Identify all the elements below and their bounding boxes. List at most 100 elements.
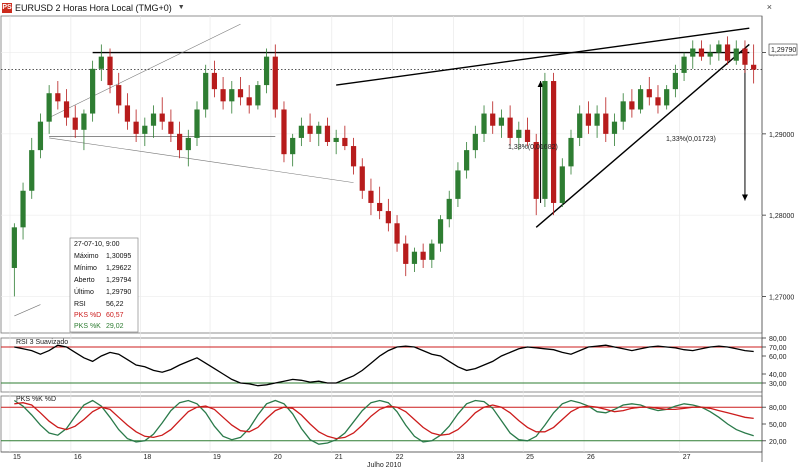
x-tick-label: 19 — [213, 454, 221, 461]
candle-body — [490, 113, 496, 126]
candle-body — [72, 117, 78, 130]
y-tick-label: 1,27000 — [769, 294, 794, 301]
close-icon[interactable]: × — [766, 2, 772, 12]
candle-body — [568, 137, 574, 167]
candle — [124, 93, 131, 130]
candle-body — [724, 44, 731, 61]
x-tick-label: 18 — [143, 454, 151, 461]
candle-body — [585, 113, 592, 126]
candle-body — [324, 125, 331, 142]
candle — [446, 190, 452, 228]
info-value: 29,02 — [106, 323, 124, 330]
candle — [342, 125, 348, 151]
info-value: 60,57 — [106, 312, 124, 319]
candle-body — [437, 219, 444, 244]
candle-body — [742, 48, 748, 65]
info-label: PKS %K — [74, 323, 101, 330]
candle — [176, 121, 183, 159]
candles — [11, 36, 757, 297]
candle-body — [507, 117, 513, 138]
candle — [681, 52, 687, 82]
candle-body — [142, 125, 148, 134]
candle — [385, 198, 391, 232]
candle — [46, 85, 52, 134]
candle-body — [403, 243, 409, 264]
candle — [359, 158, 365, 199]
candle-body — [629, 101, 635, 110]
y-tick-label: 60,00 — [769, 354, 787, 361]
title-area: PS EURUSD 2 Horas Hora Local (TMG+0) ▼ — [2, 2, 185, 14]
candle-body — [472, 133, 478, 151]
candle — [507, 105, 513, 147]
candle — [411, 247, 418, 273]
measure-label-left: 1,33%(0,01682) — [508, 144, 558, 151]
x-tick-label: 25 — [526, 454, 534, 461]
info-value: 1,29794 — [106, 277, 131, 284]
candle-body — [290, 137, 296, 155]
info-value: 56,22 — [106, 301, 124, 308]
candle-body — [168, 121, 174, 134]
candle — [568, 129, 574, 175]
candle-body — [698, 48, 705, 57]
candle — [585, 101, 592, 134]
candle-body — [446, 198, 452, 220]
candle-body — [333, 137, 339, 142]
candle-body — [298, 125, 304, 138]
axis-labels: 1,29790 Julho 2010 RSI 3 Suavizado PKS %… — [16, 43, 798, 469]
candle — [255, 81, 261, 110]
candle-body — [150, 113, 157, 126]
candle-body — [620, 101, 626, 122]
y-tick-label: 80,00 — [769, 405, 787, 412]
dropdown-icon[interactable]: ▼ — [177, 4, 185, 11]
candle — [429, 239, 435, 268]
candle-body — [716, 44, 722, 53]
candle — [751, 44, 757, 84]
last-price-box — [768, 43, 798, 56]
candle-body — [690, 48, 696, 57]
candle-body — [307, 125, 313, 134]
candle-body — [116, 85, 122, 106]
info-label: Último — [74, 287, 94, 296]
candle-body — [655, 97, 661, 106]
y-tick-label: 1,29000 — [769, 132, 794, 139]
candle — [733, 40, 739, 65]
candle — [37, 113, 44, 159]
candle-body — [316, 125, 322, 134]
candle — [324, 117, 331, 147]
candle-body — [350, 146, 357, 167]
candle-body — [481, 113, 487, 134]
candle — [211, 60, 218, 98]
candle-body — [133, 121, 139, 134]
candle — [646, 76, 652, 106]
candle-body — [194, 109, 200, 138]
x-tick-label: 22 — [396, 454, 404, 461]
info-value: 1,30095 — [106, 253, 131, 260]
y-tick-label: 50,00 — [769, 422, 787, 429]
candle-body — [176, 133, 183, 151]
pks-panel — [1, 399, 762, 445]
candle-body — [368, 190, 374, 203]
candle-body — [672, 72, 678, 90]
candle — [559, 158, 565, 208]
rsi-title: RSI 3 Suavizado — [16, 339, 68, 346]
candle — [394, 215, 400, 252]
candle — [185, 129, 191, 167]
y-tick-label: 20,00 — [769, 439, 787, 446]
candle-body — [550, 81, 557, 203]
candle — [437, 215, 444, 252]
candle — [90, 60, 96, 122]
channel-lower-line — [49, 137, 354, 183]
candle — [611, 113, 618, 147]
candle-body — [498, 117, 505, 126]
candle — [629, 89, 635, 118]
candle-body — [681, 56, 687, 73]
candle — [150, 105, 157, 138]
candle-body — [542, 81, 548, 199]
info-label: Aberto — [74, 277, 95, 284]
candle-body — [342, 137, 348, 147]
candle-body — [255, 85, 261, 106]
candle-body — [664, 89, 670, 106]
candle — [368, 178, 374, 216]
